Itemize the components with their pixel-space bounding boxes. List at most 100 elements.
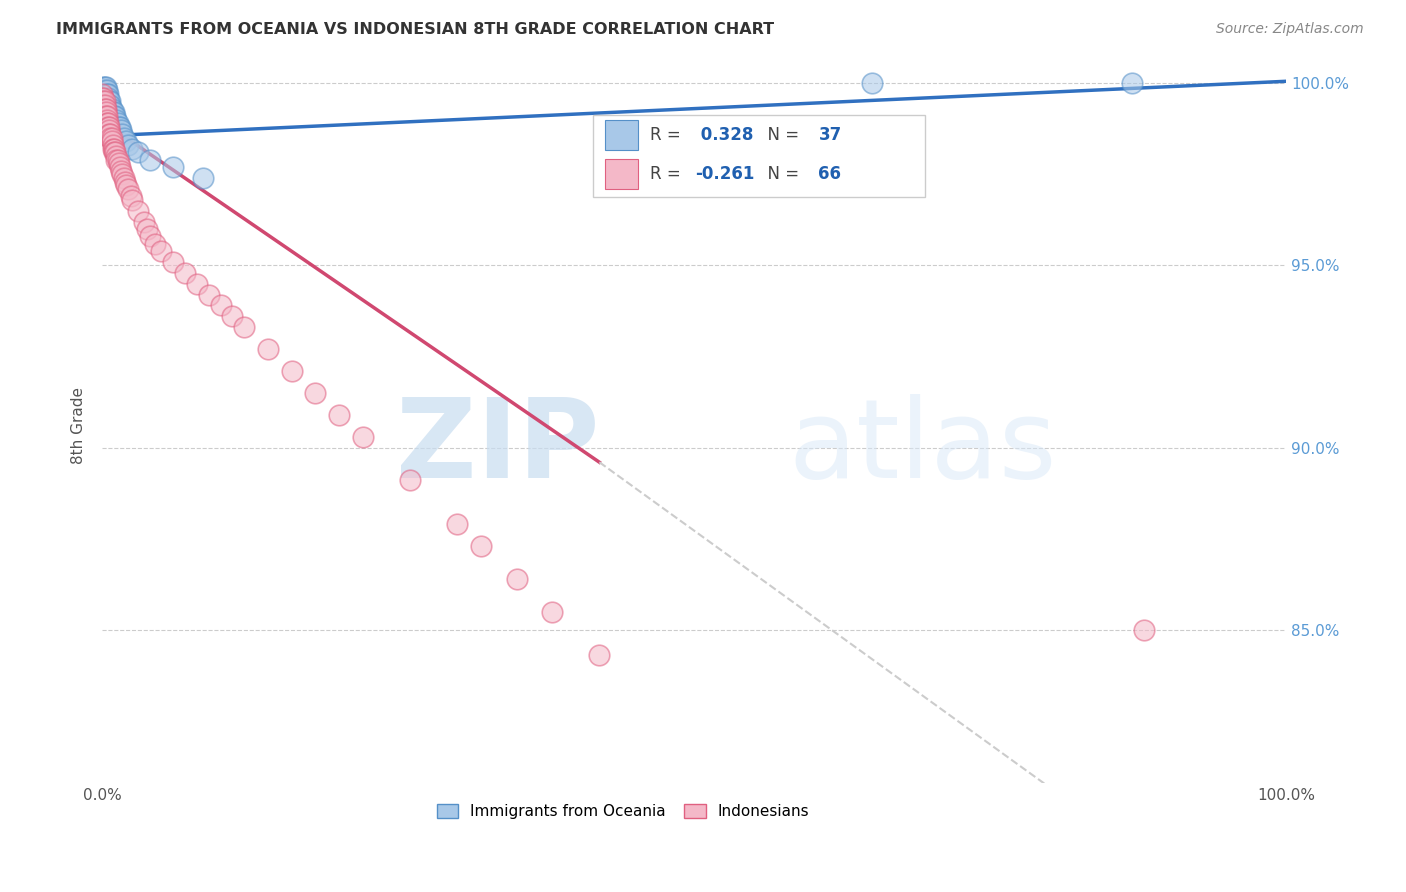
Point [91,91,114,105]
Point [93,79,115,94]
Point [221,310,243,324]
Text: N =: N = [756,164,804,183]
Point [145,236,167,251]
Text: ZIP: ZIP [396,393,599,500]
Point [97,116,120,130]
Point [93,83,115,97]
Point [588,648,610,663]
Point [162,254,184,268]
Point [107,120,129,134]
Point [112,130,135,145]
Point [96,112,118,127]
Point [93,83,115,97]
Point [446,517,468,532]
Point [100,135,122,149]
Point [115,135,138,149]
Point [352,430,374,444]
Point [93,102,115,116]
Legend: Immigrants from Oceania, Indonesians: Immigrants from Oceania, Indonesians [430,797,815,825]
Point [100,98,122,112]
FancyBboxPatch shape [606,120,638,150]
Text: R =: R = [651,164,686,183]
Point [1121,76,1143,90]
Point [328,408,350,422]
Point [93,95,115,109]
Point [97,87,120,101]
Point [110,123,132,137]
Point [100,130,122,145]
Point [98,120,121,134]
Point [399,474,422,488]
FancyBboxPatch shape [593,115,925,197]
Text: N =: N = [756,126,804,144]
Point [96,87,118,101]
Point [100,95,122,109]
Point [100,127,122,141]
Point [98,95,121,109]
Point [96,109,118,123]
Point [117,138,139,153]
Point [117,182,139,196]
Point [98,127,121,141]
Point [98,123,121,137]
Point [94,102,117,116]
Point [91,87,114,101]
Point [93,98,115,112]
Point [104,145,127,160]
Point [132,214,155,228]
Text: 66: 66 [818,164,841,183]
Point [93,95,115,109]
Point [101,138,124,153]
Point [108,160,131,174]
Text: IMMIGRANTS FROM OCEANIA VS INDONESIAN 8TH GRADE CORRELATION CHART: IMMIGRANTS FROM OCEANIA VS INDONESIAN 8T… [56,22,775,37]
Point [541,605,564,619]
Point [138,153,160,167]
Point [127,203,149,218]
Y-axis label: 8th Grade: 8th Grade [72,387,86,464]
Point [107,156,129,170]
Point [94,79,117,94]
Point [280,364,302,378]
Point [93,91,115,105]
Point [233,320,256,334]
Point [505,572,527,586]
Point [94,87,117,101]
Point [101,105,124,120]
Point [103,109,125,123]
Point [1133,623,1156,637]
Point [186,277,208,291]
Point [98,98,121,112]
Point [197,287,219,301]
Point [105,149,128,163]
Text: atlas: atlas [789,393,1057,500]
Point [101,142,124,156]
Point [94,109,117,123]
Point [110,163,132,178]
Point [127,145,149,160]
Text: 37: 37 [818,126,842,144]
Point [94,105,117,120]
Point [108,120,131,134]
Point [96,83,118,97]
Point [121,193,143,207]
Point [138,229,160,244]
Point [860,76,883,90]
Point [96,116,118,130]
Point [136,222,159,236]
Point [97,91,120,105]
Point [103,145,125,160]
Point [111,127,134,141]
Point [103,105,125,120]
Point [209,298,232,312]
Text: 0.328: 0.328 [696,126,754,144]
Point [97,120,120,134]
Point [114,175,136,189]
Point [100,102,122,116]
Point [105,153,128,167]
Point [470,539,492,553]
Point [174,266,197,280]
FancyBboxPatch shape [606,159,638,188]
Point [93,79,115,94]
Point [103,142,125,156]
Text: -0.261: -0.261 [696,164,755,183]
